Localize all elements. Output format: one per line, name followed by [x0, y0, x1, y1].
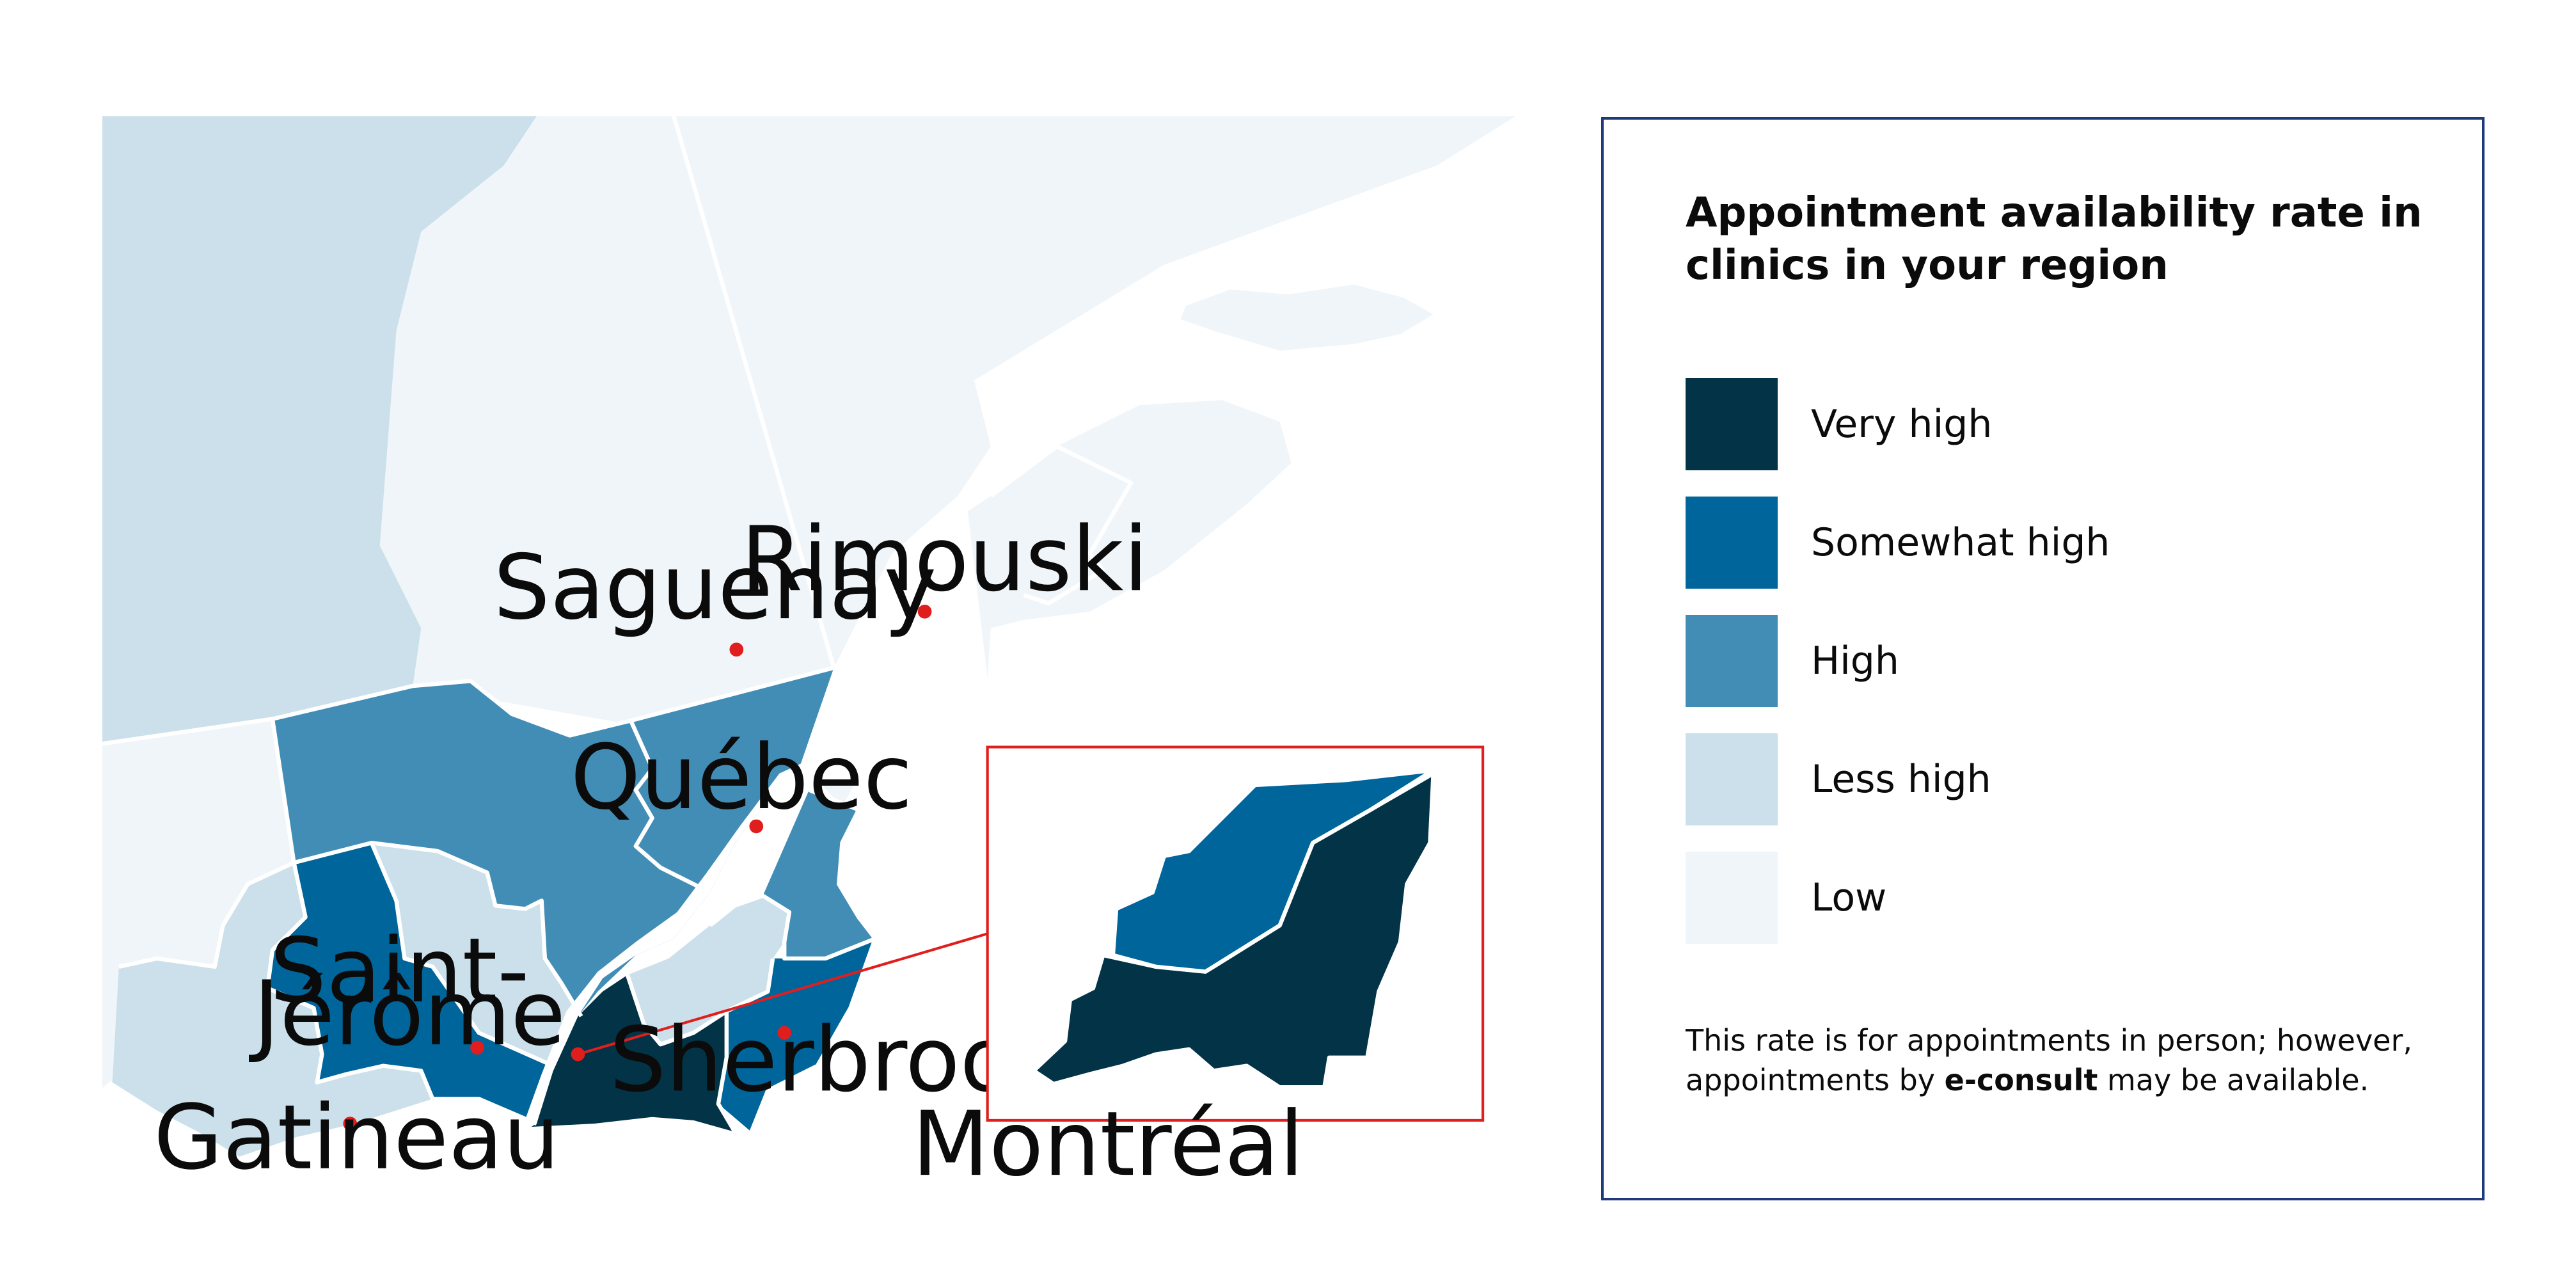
region-north[interactable]	[379, 116, 1516, 724]
inset-label: Montréal	[912, 1092, 1304, 1196]
saint-jerome-label-line1: Saint-	[270, 919, 530, 1022]
legend-note-start: This rate is for appointments in person;…	[1686, 1023, 2413, 1097]
gatineau-marker[interactable]	[343, 1117, 358, 1131]
legend-label-high: High	[1811, 639, 1899, 683]
legend-note: This rate is for appointments in person;…	[1686, 1021, 2440, 1100]
legend-swatch-somewhat-high	[1686, 497, 1778, 589]
legend-item-less-high: Less high	[1686, 733, 2325, 825]
legend-panel: Appointment availability rate in clinics…	[1601, 117, 2485, 1200]
montreal-marker[interactable]	[571, 1047, 585, 1062]
saint-jerome-label-line2: Jérôme	[248, 962, 565, 1065]
region-laurentides[interactable]	[371, 843, 581, 1066]
city-markers	[343, 604, 932, 1131]
region-saguenay-capitale[interactable]	[272, 681, 711, 1017]
legend-label-low: Low	[1811, 875, 1887, 920]
legend-swatch-very-high	[1686, 378, 1778, 470]
saguenay-marker[interactable]	[729, 642, 744, 657]
legend-item-low: Low	[1686, 852, 2325, 944]
region-borders	[100, 115, 1134, 1133]
region-island-anticosti[interactable]	[1180, 284, 1434, 351]
saguenay-label: Saguenay	[493, 536, 936, 639]
inset-callout-line	[577, 932, 988, 1056]
region-nord-du-quebec[interactable]	[102, 116, 537, 744]
legend-swatch-less-high	[1686, 733, 1778, 825]
inset-region-somewhat-high[interactable]	[1110, 768, 1435, 974]
river-upper	[891, 380, 1016, 562]
rimouski-label: Rimouski	[741, 507, 1148, 611]
legend-label-very-high: Very high	[1811, 402, 1993, 447]
legend-swatch-low	[1686, 852, 1778, 944]
region-sherbrooke[interactable]	[718, 938, 876, 1132]
legend-list: Very high Somewhat high High Less high L…	[1686, 378, 2325, 970]
gatineau-label: Gatineau	[154, 1086, 560, 1190]
montreal-inset[interactable]	[986, 745, 1485, 1122]
region-south-low[interactable]	[102, 719, 294, 1091]
legend-item-very-high: Very high	[1686, 378, 2325, 470]
sherbrooke-marker[interactable]	[777, 1026, 792, 1040]
legend-note-end: may be available.	[2098, 1063, 2369, 1097]
legend-label-less-high: Less high	[1811, 757, 1991, 802]
legend-title: Appointment availability rate in clinics…	[1686, 189, 2422, 289]
region-quebec-city[interactable]	[631, 667, 834, 893]
legend-label-somewhat-high: Somewhat high	[1811, 520, 2110, 565]
quebec-marker[interactable]	[749, 819, 764, 834]
region-monteregie-east[interactable]	[627, 895, 789, 1045]
legend-item-high: High	[1686, 615, 2325, 707]
st-lawrence-river	[520, 496, 988, 1134]
rimouski-marker[interactable]	[917, 604, 932, 619]
legend-swatch-high	[1686, 615, 1778, 707]
saint-jerome-marker[interactable]	[470, 1040, 484, 1055]
legend-item-somewhat-high: Somewhat high	[1686, 497, 2325, 589]
region-outaouais[interactable]	[112, 863, 433, 1157]
legend-note-econsult: e-consult	[1944, 1063, 2098, 1097]
quebec-label: Québec	[571, 726, 913, 829]
region-saint-jerome[interactable]	[267, 843, 553, 1124]
